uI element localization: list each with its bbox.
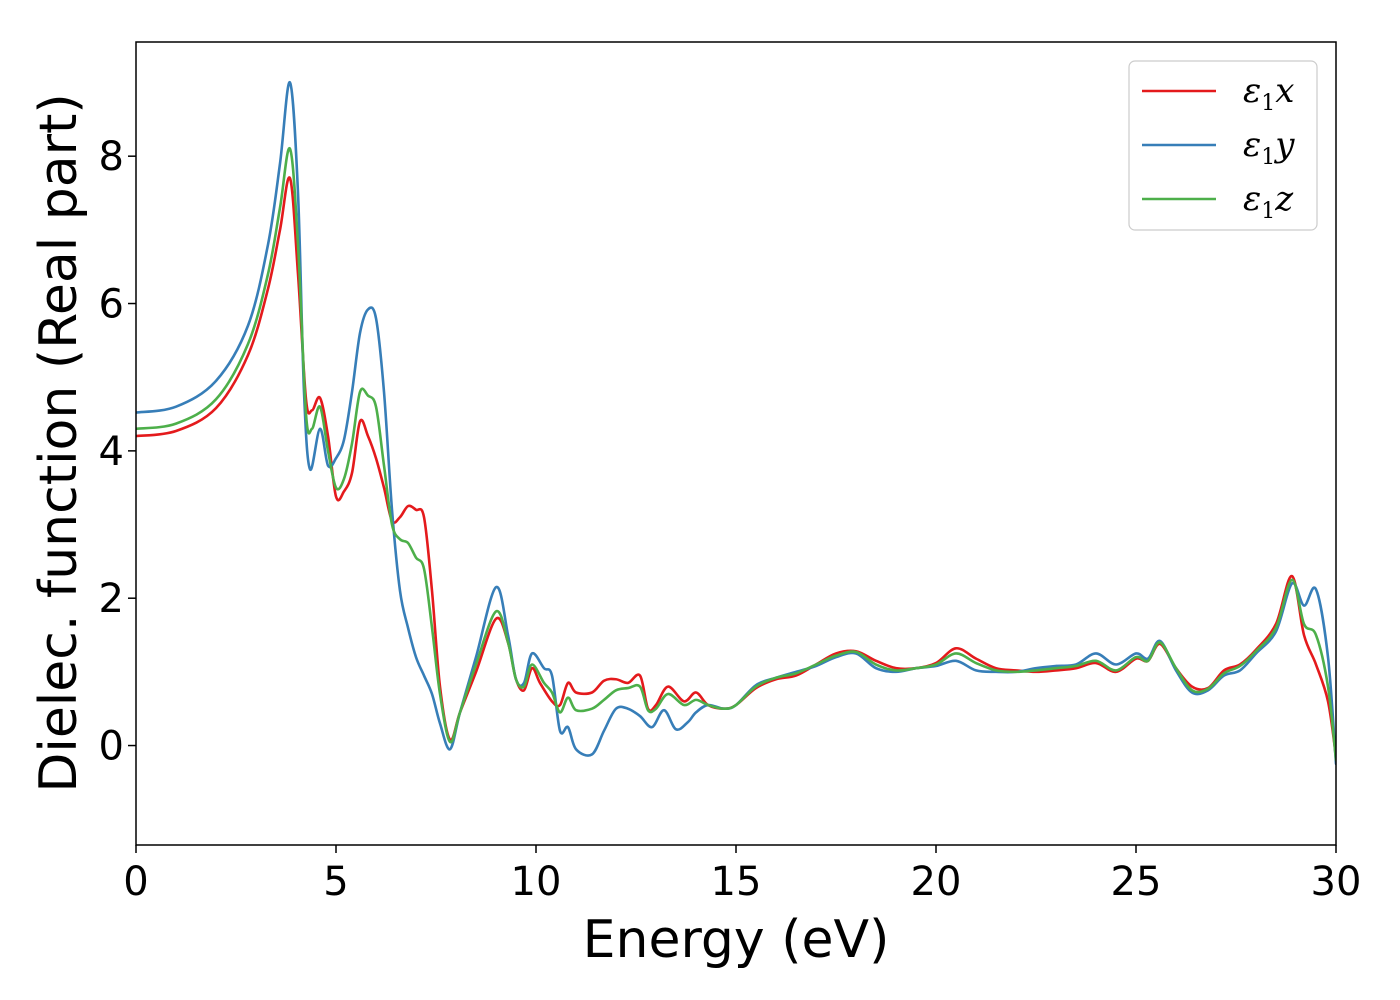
series-line-z	[136, 147, 1336, 762]
legend-box	[1128, 60, 1318, 231]
y-tick-label: 0	[99, 724, 124, 770]
legend-label-z: ε1z	[1243, 179, 1294, 224]
x-tick-label: 20	[911, 859, 962, 905]
x-axis-title: Energy (eV)	[583, 910, 890, 970]
y-axis-title: Dielec. function (Real part)	[29, 93, 89, 792]
series-layer	[136, 81, 1336, 766]
legend-label-y: ε1y	[1243, 125, 1295, 170]
x-tick-label: 0	[123, 859, 148, 905]
y-tick-label: 6	[99, 282, 124, 328]
y-tick-label: 2	[99, 576, 124, 622]
x-tick-label: 25	[1111, 859, 1162, 905]
x-tick-label: 30	[1311, 859, 1362, 905]
legend-label-x: ε1x	[1243, 71, 1294, 116]
y-tick-label: 8	[99, 134, 124, 180]
series-line-y	[136, 81, 1336, 766]
x-axis-ticks: 0 5 10 15 20 25 30	[123, 845, 1361, 905]
x-tick-label: 10	[511, 859, 562, 905]
x-tick-label: 5	[323, 859, 348, 905]
y-axis-ticks: 0 2 4 6 8	[99, 134, 136, 770]
x-tick-label: 15	[711, 859, 762, 905]
y-tick-label: 4	[99, 429, 124, 475]
legend: ε1x ε1y ε1z	[1128, 60, 1318, 231]
legend-entries: ε1x ε1y ε1z	[1142, 71, 1295, 224]
